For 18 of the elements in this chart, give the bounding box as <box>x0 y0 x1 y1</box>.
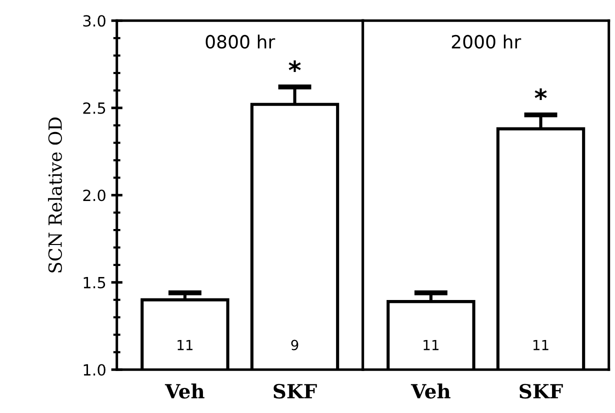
annotation: 11 <box>424 340 438 350</box>
y-axis-title: SCN Relative OD <box>48 117 62 272</box>
text: 2000 hr <box>452 34 522 49</box>
annotation: * <box>288 60 301 72</box>
x-tick-label: Veh <box>410 384 450 399</box>
y-tick-label: 1.5 <box>84 277 106 288</box>
x-tick-label: SKF <box>520 384 563 399</box>
y-tick-label: 2.5 <box>83 102 106 114</box>
y-tick-label: 3.0 <box>83 15 106 27</box>
y-tick-label: 1.0 <box>84 364 106 376</box>
annotation: * <box>534 88 547 100</box>
annotation: 9 <box>291 340 298 350</box>
annotation: 11 <box>533 340 548 350</box>
x-tick-label: Veh <box>164 384 204 399</box>
text: 0800 hr <box>206 34 276 49</box>
x-tick-label: SKF <box>274 384 317 399</box>
annotation: 11 <box>178 340 192 350</box>
y-tick-label: 2.0 <box>83 190 106 202</box>
